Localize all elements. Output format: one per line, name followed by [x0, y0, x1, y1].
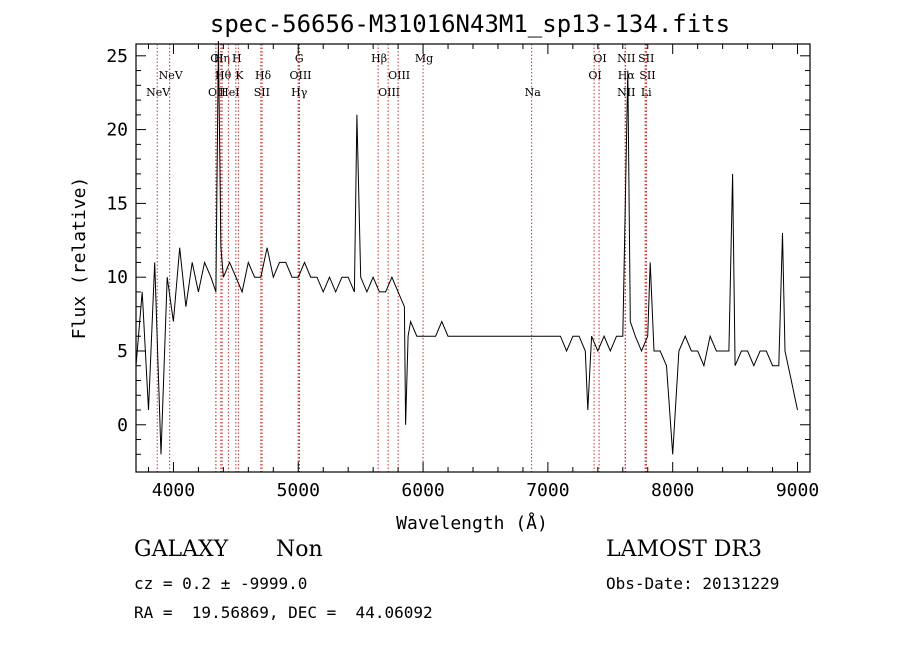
- line-label: Hα: [618, 69, 636, 82]
- line-label: NII: [617, 86, 635, 99]
- spectrum-group: [135, 40, 798, 455]
- line-label: OIII: [289, 69, 311, 82]
- line-label: HeI: [219, 86, 239, 99]
- line-label: NeV: [146, 86, 171, 99]
- x-tick-label: 8000: [651, 480, 694, 501]
- line-label: NeV: [159, 69, 184, 82]
- x-axis: 4000 5000 6000 7000 8000 9000: [147, 44, 819, 501]
- plot-frame: [135, 43, 811, 473]
- ra-dec-coordinates: RA = 19.56869, DEC = 44.06092: [134, 603, 433, 622]
- x-tick-label: 5000: [277, 480, 320, 501]
- line-label: Li: [641, 86, 652, 99]
- line-label: Mg: [415, 52, 433, 65]
- line-label: SII: [254, 86, 270, 99]
- line-label: Hδ: [255, 69, 272, 82]
- redshift-cz: cz = 0.2 ± -9999.0: [134, 574, 308, 593]
- line-label: H: [232, 52, 242, 65]
- line-label: NII: [617, 52, 635, 65]
- line-label: OIII: [378, 86, 400, 99]
- x-tick-label: 7000: [526, 480, 569, 501]
- chart-title: spec-56656-M31016N43M1_sp13-134.fits: [210, 10, 730, 38]
- line-label: OIII: [388, 69, 410, 82]
- line-label: OII: [208, 86, 226, 99]
- emission-lines: NeVNeVOIIOIHηHθHeIHKSIIHδGOIIIHγHβOIIIOI…: [146, 44, 656, 472]
- line-label: SII: [639, 69, 655, 82]
- y-tick-label: 25: [106, 46, 128, 67]
- line-label: OI: [210, 52, 223, 65]
- x-axis-label: Wavelength (Å): [396, 512, 548, 534]
- survey-name: LAMOST DR3: [606, 537, 762, 562]
- line-label: Hθ: [215, 69, 232, 82]
- observation-date: Obs-Date: 20131229: [606, 574, 780, 593]
- y-tick-label: 15: [106, 193, 128, 214]
- x-tick-label: 4000: [152, 480, 195, 501]
- object-subclass: Non: [276, 537, 323, 562]
- object-class: GALAXY: [134, 537, 229, 562]
- line-label: OI: [593, 52, 606, 65]
- y-tick-label: 5: [117, 341, 128, 362]
- line-label: Hβ: [371, 52, 387, 65]
- line-label: K: [235, 69, 244, 82]
- spectrum-line: [135, 40, 798, 455]
- line-label: OI: [588, 69, 601, 82]
- x-tick-label: 6000: [401, 480, 444, 501]
- x-tick-label: 9000: [776, 480, 819, 501]
- line-label: Na: [525, 86, 542, 99]
- y-tick-label: 10: [106, 267, 128, 288]
- y-tick-label: 0: [117, 415, 128, 436]
- y-axis-label: Flux (relative): [69, 177, 90, 340]
- line-label: Hγ: [291, 86, 308, 99]
- y-axis: 0 5 10 15 20 25: [106, 46, 810, 455]
- y-tick-label: 20: [106, 120, 128, 141]
